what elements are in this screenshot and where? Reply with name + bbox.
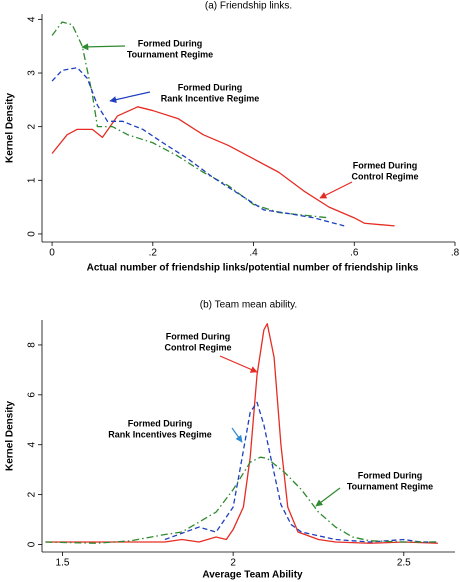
panel-title: (a) Friendship links. — [205, 1, 292, 12]
y-axis-label: Kernel Density — [5, 93, 16, 163]
panel: (a) Friendship links. 0 .2 .4 .6 .8 0 1 2 3 4 Actua… — [5, 1, 460, 274]
x-tick-label: 1.5 — [56, 558, 70, 569]
density-line — [51, 21, 330, 219]
x-tick-label: .6 — [350, 248, 359, 259]
y-tick-label: 0 — [27, 541, 38, 547]
y-tick-label: 8 — [27, 342, 38, 348]
annotation-text: Rank Incentives Regime — [108, 429, 212, 439]
y-tick-label: 6 — [27, 392, 38, 398]
panel-title: (b) Team mean ability. — [200, 300, 297, 311]
annotation-text: Control Regime — [351, 171, 418, 181]
y-tick-label: 2 — [27, 491, 38, 497]
annotation-arrow — [109, 91, 151, 104]
annotation-text: Formed During — [166, 331, 231, 341]
x-tick-label: .2 — [149, 248, 158, 259]
x-axis-label: Actual number of friendship links/potent… — [87, 263, 419, 274]
annotation-arrow — [81, 43, 126, 51]
x-tick-label: .8 — [451, 248, 460, 259]
density-line — [51, 106, 395, 227]
annotation-text: Formed During — [353, 160, 418, 170]
y-tick-label: 4 — [27, 16, 38, 22]
x-tick-label: 0 — [49, 248, 55, 259]
annotation-arrow — [315, 487, 341, 507]
annotation-text: Formed During — [358, 470, 423, 480]
y-tick-label: 0 — [27, 231, 38, 237]
x-axis-label: Average Team Ability — [202, 570, 303, 581]
density-line — [45, 323, 438, 544]
density-line — [164, 401, 438, 543]
y-tick-label: 1 — [27, 177, 38, 183]
annotation-arrow — [319, 181, 353, 199]
x-tick-label: 2 — [230, 558, 236, 569]
annotation-text: Formed During — [178, 82, 243, 92]
panel: (b) Team mean ability. 1.5 2 2.5 0 2 4 6 8 Averag… — [5, 300, 455, 581]
y-tick-label: 2 — [27, 123, 38, 129]
y-tick-label: 3 — [27, 70, 38, 76]
annotation-text: Control Regime — [164, 342, 231, 352]
density-line — [45, 456, 438, 544]
annotation-text: Tournament Regime — [347, 481, 433, 491]
annotation-text: Formed During — [128, 418, 193, 428]
annotation-arrow — [219, 355, 258, 373]
annotation-arrow — [231, 427, 243, 443]
annotation-text: Formed During — [138, 38, 203, 48]
x-tick-label: .4 — [249, 248, 258, 259]
y-tick-label: 4 — [27, 442, 38, 448]
annotation-text: Rank Incentive Regime — [161, 93, 260, 103]
y-axis-label: Kernel Density — [5, 401, 16, 471]
annotation-text: Tournament Regime — [127, 49, 213, 59]
x-tick-label: 2.5 — [397, 558, 411, 569]
